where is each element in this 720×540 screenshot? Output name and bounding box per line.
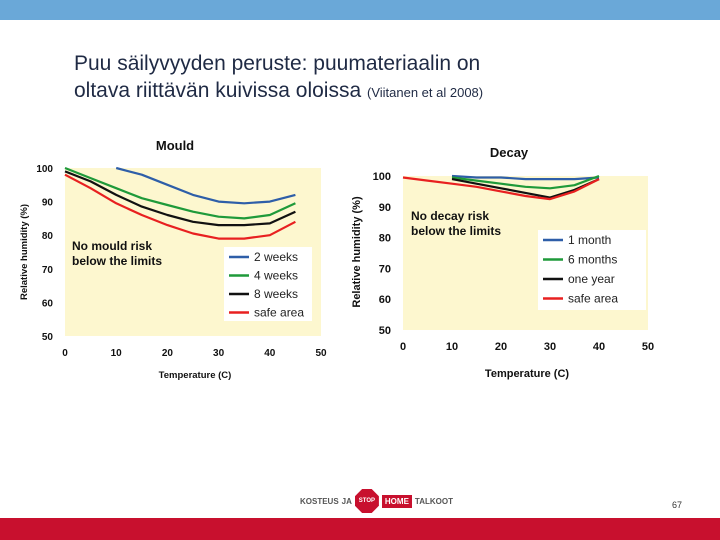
mould-y-axis-label: Relative humidity (%) bbox=[19, 204, 30, 300]
mould-x-axis-label: Temperature (C) bbox=[159, 370, 232, 381]
decay-legend-box bbox=[538, 230, 646, 310]
decay-y-axis-label: Relative humidity (%) bbox=[351, 196, 363, 308]
decay-legend-label: one year bbox=[568, 272, 615, 286]
bottom-accent-bar bbox=[0, 518, 720, 540]
decay-series-line-1-month bbox=[451, 174, 600, 181]
logo-text-home: HOME bbox=[381, 494, 412, 508]
decay-xtick-label: 40 bbox=[593, 341, 605, 353]
mould-ytick-label: 70 bbox=[42, 265, 54, 276]
decay-legend-label: 6 months bbox=[568, 253, 617, 267]
decay-xtick-label: 50 bbox=[642, 341, 654, 353]
decay-xtick-label: 20 bbox=[495, 341, 507, 353]
top-accent-bar bbox=[0, 0, 720, 20]
mould-series-line-2-weeks bbox=[115, 166, 296, 205]
decay-ytick-label: 60 bbox=[379, 294, 391, 306]
mould-annotation-line: No mould risk bbox=[72, 239, 152, 253]
decay-ytick-label: 70 bbox=[379, 263, 391, 275]
decay-xtick-label: 0 bbox=[400, 341, 406, 353]
mould-xtick-label: 40 bbox=[264, 348, 276, 359]
mould-series-line-safe-area bbox=[64, 173, 296, 240]
decay-xtick-label: 30 bbox=[544, 341, 556, 353]
decay-legend-label: safe area bbox=[568, 292, 618, 306]
decay-ytick-label: 80 bbox=[379, 233, 391, 245]
mould-ytick-label: 50 bbox=[42, 332, 54, 343]
footer-logo: KOSTEUS JA STOP HOME TALKOOT bbox=[300, 487, 453, 515]
decay-series-line-one-year bbox=[451, 178, 600, 199]
mould-ytick-label: 100 bbox=[36, 164, 53, 175]
mould-legend-label: safe area bbox=[254, 306, 304, 320]
mould-xtick-label: 20 bbox=[162, 348, 174, 359]
logo-text-mid: JA bbox=[341, 496, 352, 506]
mould-xtick-label: 30 bbox=[213, 348, 225, 359]
logo-text-right: TALKOOT bbox=[414, 496, 453, 506]
slide-title: Puu säilyvyyden peruste: puumateriaalin … bbox=[74, 50, 714, 106]
logo-text-left: KOSTEUS bbox=[300, 496, 339, 506]
mould-legend-label: 2 weeks bbox=[254, 250, 298, 264]
title-line-1: Puu säilyvyyden peruste: puumateriaalin … bbox=[74, 52, 481, 75]
decay-ytick-label: 90 bbox=[379, 202, 391, 214]
mould-xtick-label: 50 bbox=[315, 348, 327, 359]
decay-annotation-line: below the limits bbox=[411, 224, 501, 238]
title-line-2: oltava riittävän kuivissa oloissa bbox=[74, 79, 362, 102]
mould-ytick-label: 60 bbox=[42, 298, 54, 309]
page-number: 67 bbox=[672, 500, 683, 510]
mould-annotation-line: below the limits bbox=[72, 254, 162, 268]
mould-series-line-8-weeks bbox=[64, 170, 296, 227]
decay-xtick-label: 10 bbox=[446, 341, 458, 353]
decay-legend-label: 1 month bbox=[568, 233, 611, 247]
mould-legend-box bbox=[224, 247, 312, 321]
mould-legend-label: 4 weeks bbox=[254, 269, 298, 283]
decay-annotation-line: No decay risk bbox=[411, 209, 489, 223]
stop-sign-icon: STOP bbox=[354, 489, 379, 513]
mould-ytick-label: 90 bbox=[42, 198, 54, 209]
decay-ytick-label: 50 bbox=[379, 325, 391, 337]
decay-series-line-6-months bbox=[451, 174, 600, 190]
decay-chart-title: Decay bbox=[490, 145, 529, 160]
mould-ytick-label: 80 bbox=[42, 231, 54, 242]
decay-ytick-label: 100 bbox=[373, 171, 391, 183]
mould-chart-title: Mould bbox=[156, 138, 194, 153]
mould-xtick-label: 0 bbox=[62, 348, 68, 359]
decay-series-line-safe-area bbox=[402, 176, 600, 201]
mould-series-line-4-weeks bbox=[64, 166, 296, 220]
mould-xtick-label: 10 bbox=[111, 348, 123, 359]
mould-legend-label: 8 weeks bbox=[254, 287, 298, 301]
decay-x-axis-label: Temperature (C) bbox=[485, 368, 569, 380]
title-citation: (Viitanen et al 2008) bbox=[366, 85, 484, 100]
